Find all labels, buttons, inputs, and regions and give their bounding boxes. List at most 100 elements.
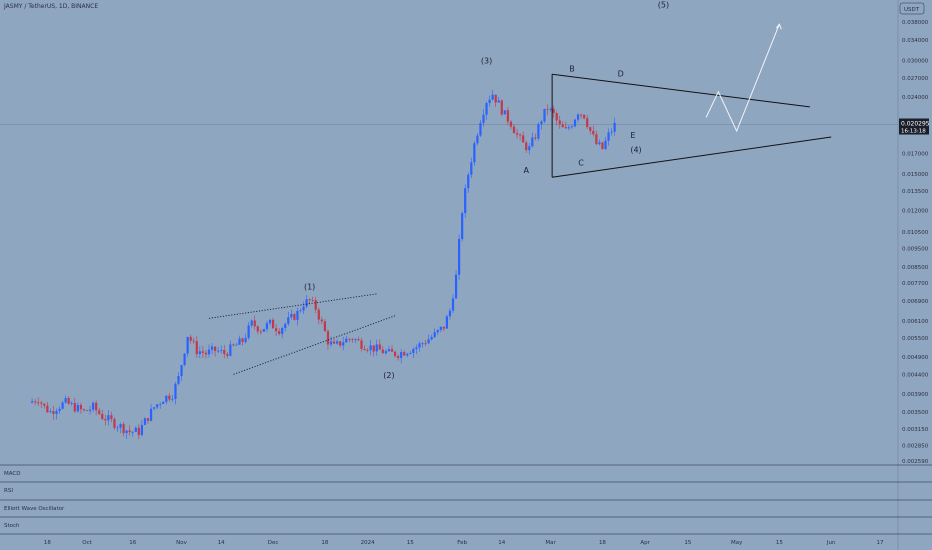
panel-label[interactable]: MACD (4, 471, 21, 477)
triangle-upper-line (552, 73, 810, 108)
candle-body (592, 130, 595, 135)
axis-currency-label[interactable]: USDT (904, 7, 920, 13)
panel-label[interactable]: Elliott Wave Oscillator (4, 506, 65, 512)
wave-label: D (618, 70, 624, 79)
wave-label: (4) (630, 146, 641, 155)
candle-body (232, 344, 235, 346)
candle-body (448, 310, 452, 317)
candle-body (366, 349, 369, 351)
candle-body (95, 402, 98, 411)
candle-body (287, 317, 290, 324)
y-tick-label: 0.003900 (902, 392, 929, 398)
symbol-title: JASMY / TetherUS, 1D, BINANCE (4, 3, 99, 10)
candle-body (128, 430, 131, 433)
panel-label[interactable]: RSI (4, 488, 13, 494)
axis-currency-box[interactable] (899, 2, 925, 15)
candle-body (580, 114, 583, 116)
panel-label[interactable]: Stoch (4, 523, 20, 529)
candle-body (284, 323, 287, 329)
candle-body (375, 344, 378, 352)
y-tick-label: 0.003500 (902, 410, 929, 416)
candle-body (52, 411, 55, 414)
y-tick-label: 0.010500 (902, 230, 929, 236)
candle-body (561, 124, 564, 128)
x-tick-label: 15 (776, 540, 783, 546)
candle-body (473, 143, 476, 163)
candle-body (268, 319, 272, 324)
candle-body (210, 346, 214, 350)
x-tick-label: May (731, 540, 743, 546)
candle-body (564, 127, 567, 129)
candle-body (204, 352, 208, 355)
x-tick-label: Apr (640, 540, 650, 546)
candle-body (589, 127, 592, 131)
x-tick-label: 14 (218, 540, 225, 546)
candle-body (439, 326, 442, 330)
candle-body (543, 108, 546, 122)
candle-body (421, 343, 424, 345)
x-tick-label: 14 (498, 540, 505, 546)
candle-body (470, 162, 473, 175)
candle-body (360, 340, 363, 349)
candle-body (241, 338, 244, 343)
candle-body (317, 309, 320, 320)
candle-body (98, 410, 101, 414)
candle-body (153, 407, 156, 409)
candle-body (488, 99, 491, 104)
candle-body (76, 404, 79, 412)
candle-body (58, 408, 61, 411)
candle-body (576, 114, 580, 120)
y-tick-label: 0.004400 (902, 372, 929, 378)
candle-body (393, 351, 397, 357)
candle-body (387, 349, 391, 352)
candle-body (430, 336, 433, 340)
candle-body (369, 345, 372, 351)
candles-layer (31, 90, 616, 440)
candle-body (372, 345, 375, 352)
y-tick-label: 0.017000 (902, 151, 929, 157)
candle-body (229, 344, 232, 356)
candle-body (485, 103, 488, 115)
candle-body (573, 119, 577, 127)
candle-body (253, 320, 256, 327)
candle-body (104, 419, 107, 421)
candle-body (494, 94, 497, 103)
candle-body (442, 326, 445, 329)
y-tick-label: 0.009500 (902, 247, 929, 253)
candle-body (31, 401, 34, 403)
candle-body (156, 404, 159, 408)
candle-body (525, 142, 528, 151)
candle-body (192, 340, 195, 342)
candle-body (177, 376, 180, 384)
candle-body (451, 298, 455, 311)
candle-body (570, 126, 574, 128)
candle-body (424, 343, 427, 345)
candle-body (326, 331, 330, 345)
candle-body (73, 403, 76, 412)
candle-body (113, 418, 116, 428)
candle-body (244, 337, 247, 343)
candle-body (137, 427, 140, 436)
candle-body (314, 300, 317, 310)
candle-body (201, 351, 204, 353)
candle-body (308, 299, 311, 301)
candle-body (296, 310, 299, 320)
candle-body (329, 341, 333, 345)
candle-body (506, 110, 509, 122)
candle-body (180, 365, 183, 377)
candle-body (381, 349, 384, 354)
candle-body (332, 341, 336, 344)
candle-body (293, 314, 296, 320)
wave-label: (5) (658, 1, 669, 10)
candle-body (82, 409, 86, 411)
candle-body (107, 415, 110, 421)
candle-body (610, 131, 613, 133)
wave-label: (2) (383, 371, 394, 380)
drawings-layer (208, 23, 832, 375)
candle-body (427, 339, 430, 344)
wave-label: C (578, 158, 584, 167)
candle-body (522, 135, 525, 143)
candle-body (403, 352, 406, 356)
x-tick-label: 15 (407, 540, 414, 546)
